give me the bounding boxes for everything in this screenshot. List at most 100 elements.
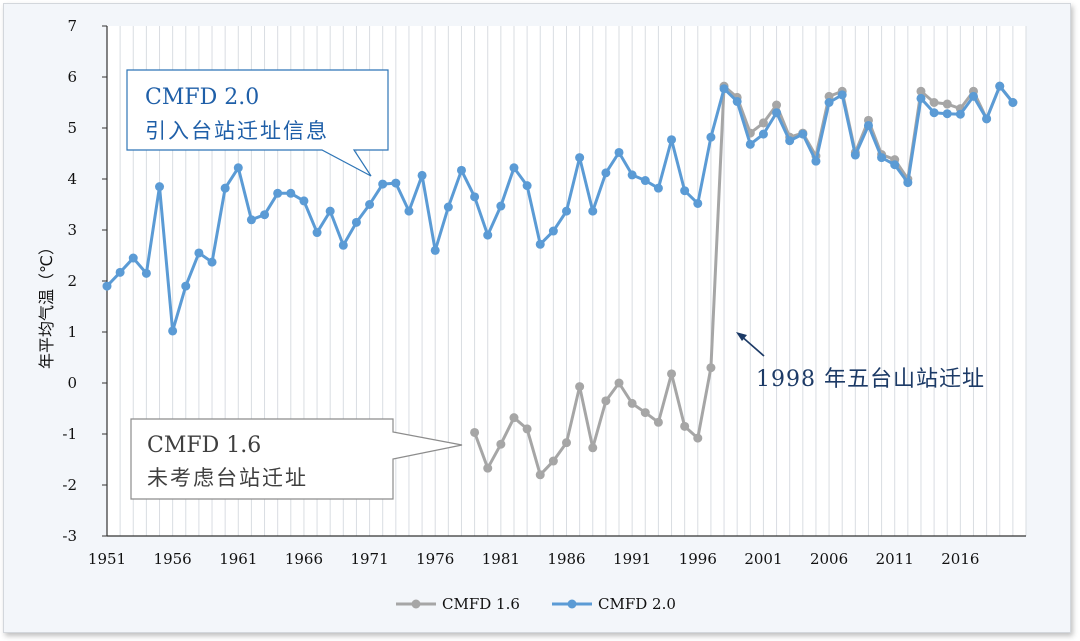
data-point-cmfd20 [863,120,873,130]
data-point-cmfd20 [745,139,755,149]
data-point-cmfd16 [509,413,519,423]
data-point-cmfd20 [627,170,637,180]
data-point-cmfd16 [535,470,545,480]
data-point-cmfd20 [942,109,952,119]
data-point-cmfd20 [128,253,138,263]
x-tick-label: 1951 [88,550,126,568]
data-point-cmfd20 [233,163,243,173]
data-point-cmfd20 [391,178,401,188]
axes: -3 -2 -1 0 1 2 3 4 5 6 7 1951 1956 1961 1966 1971 1976 19… [62,17,1026,568]
y-axis-label: 年平均气温（℃） [37,239,56,369]
legend-item-cmfd16: CMFD 1.6 [396,595,520,613]
x-tick-label: 1956 [154,550,192,568]
data-point-cmfd20 [1008,98,1018,107]
data-point-cmfd16 [548,456,558,466]
series-layer [102,81,1018,480]
data-point-cmfd20 [483,230,493,240]
data-point-cmfd20 [417,170,427,180]
data-point-cmfd20 [470,192,480,202]
legend: CMFD 1.6 CMFD 2.0 [396,595,676,613]
data-point-cmfd20 [273,188,283,198]
data-point-cmfd20 [693,198,703,208]
data-point-cmfd20 [522,181,532,191]
data-point-cmfd20 [351,217,361,227]
x-tick-label: 2016 [941,550,979,568]
data-point-cmfd20 [155,182,165,192]
x-tick-label: 1966 [285,550,323,568]
data-point-cmfd20 [115,267,125,277]
data-point-cmfd20 [220,183,230,193]
legend-item-cmfd20: CMFD 2.0 [552,595,676,613]
y-tick-label: 6 [67,68,77,86]
data-point-cmfd20 [548,226,558,236]
data-point-cmfd16 [575,382,585,392]
data-point-cmfd16 [588,443,598,453]
y-tick-label: 3 [67,221,77,239]
data-point-cmfd16 [706,363,716,373]
data-point-cmfd20 [785,136,795,146]
data-point-cmfd20 [168,326,178,336]
callout-cmfd16: CMFD 1.6 未考虑台站迁址 [130,418,463,500]
data-point-cmfd20 [430,245,440,255]
data-point-cmfd16 [680,421,690,431]
data-point-cmfd20 [207,257,217,267]
data-point-cmfd20 [102,281,112,291]
data-point-cmfd16 [562,438,571,448]
data-point-cmfd20 [706,132,716,142]
data-point-cmfd20 [811,156,821,166]
data-point-cmfd20 [640,176,650,186]
y-tick-label: 2 [67,272,77,290]
x-tick-label: 1971 [350,550,388,568]
data-point-cmfd16 [916,86,926,96]
data-point-cmfd20 [181,281,191,291]
data-point-cmfd20 [837,90,847,100]
data-point-cmfd16 [470,427,480,437]
data-point-cmfd20 [260,210,270,220]
data-point-cmfd20 [890,160,900,170]
y-tick-label: 0 [67,374,77,392]
data-point-cmfd20 [601,168,611,178]
y-tick-label: 7 [67,17,77,35]
chart-svg: -3 -2 -1 0 1 2 3 4 5 6 7 1951 1956 1961 1966 1971 1976 19… [37,17,1027,613]
data-point-cmfd20 [667,135,677,145]
y-tick-label: -3 [62,527,77,545]
data-point-cmfd20 [824,98,834,107]
y-tick-label: -1 [62,425,77,443]
legend-label-cmfd20: CMFD 2.0 [598,595,676,613]
x-tick-label: 1976 [416,550,454,568]
callout-cmfd20-title: CMFD 2.0 [145,85,259,110]
data-point-cmfd20 [404,206,414,216]
data-point-cmfd20 [325,206,335,216]
data-point-cmfd16 [483,463,493,473]
data-point-cmfd20 [509,163,519,173]
data-point-cmfd20 [299,196,309,206]
data-point-cmfd20 [456,165,466,175]
data-point-cmfd20 [286,188,296,198]
data-point-cmfd20 [378,179,388,189]
data-point-cmfd20 [496,201,506,211]
data-point-cmfd20 [141,268,151,278]
data-point-cmfd20 [877,153,887,163]
data-point-cmfd20 [732,96,742,106]
callout-cmfd16-title: CMFD 1.6 [147,433,261,458]
data-point-cmfd16 [929,98,939,107]
data-point-cmfd20 [758,129,768,139]
x-tick-label: 1996 [679,550,717,568]
data-point-cmfd20 [535,239,545,249]
data-point-cmfd16 [758,118,768,128]
x-tick-label: 2006 [810,550,848,568]
y-tick-label: 4 [67,170,77,188]
data-point-cmfd20 [365,200,375,209]
data-point-cmfd20 [338,240,348,250]
data-point-cmfd20 [903,178,913,188]
data-point-cmfd16 [640,408,650,418]
data-point-cmfd16 [496,439,506,449]
x-tick-label: 1991 [613,550,651,568]
data-point-cmfd20 [995,81,1005,91]
data-point-cmfd20 [955,109,965,119]
data-point-cmfd16 [942,99,952,109]
data-point-cmfd20 [562,206,571,216]
legend-label-cmfd16: CMFD 1.6 [442,595,520,613]
data-point-cmfd20 [614,147,624,157]
data-point-cmfd20 [194,248,204,258]
